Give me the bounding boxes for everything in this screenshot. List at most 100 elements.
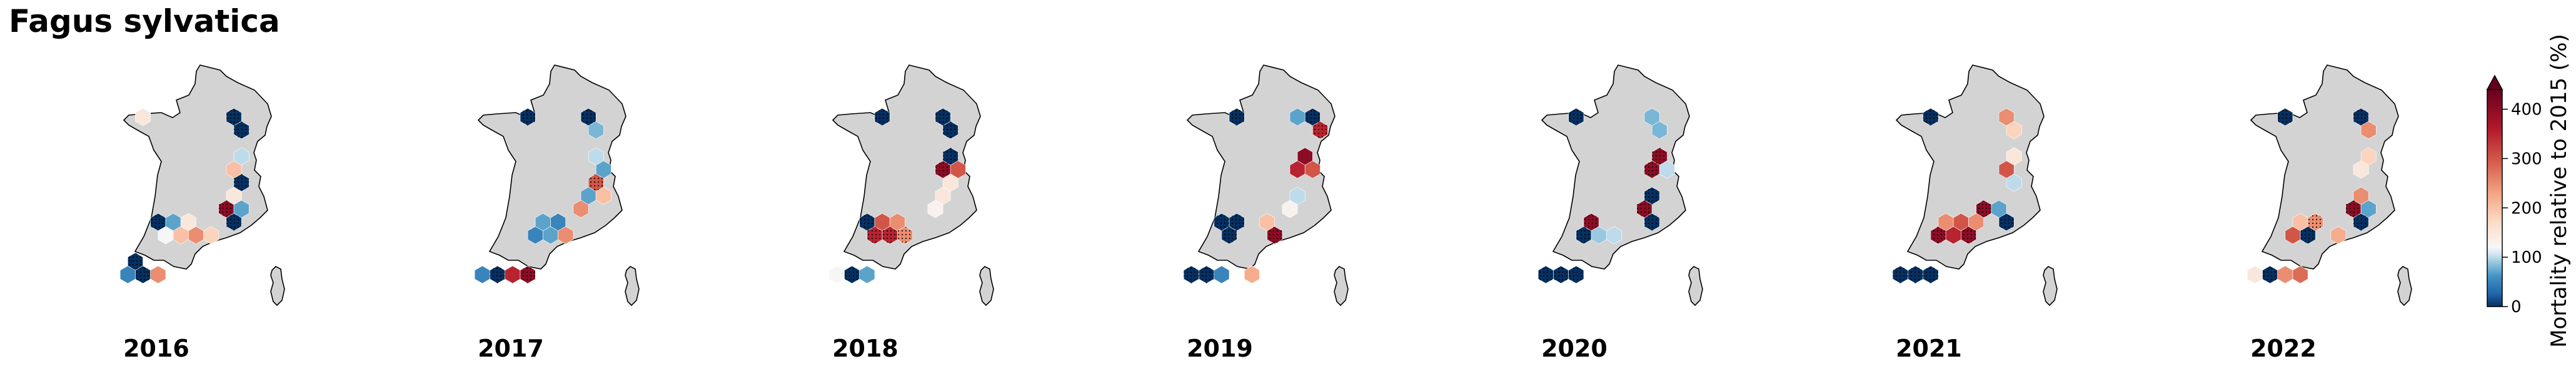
panel-2018: 2018	[828, 64, 994, 362]
significance-hatch	[882, 226, 898, 244]
significance-hatch	[2308, 213, 2323, 231]
panel-year-label: 2021	[1896, 335, 1962, 362]
hexbin-cell	[2353, 160, 2369, 179]
significance-hatch	[1568, 266, 1584, 283]
significance-hatch	[2300, 226, 2316, 244]
hexbin-cell	[927, 200, 943, 218]
significance-hatch	[1644, 213, 1660, 231]
significance-hatch	[1184, 266, 1199, 283]
panel-year-label: 2020	[1541, 335, 1607, 362]
corsica-map	[2043, 266, 2058, 306]
hexbin-cell	[2360, 121, 2377, 140]
panel-2020: 2020	[1537, 64, 1703, 362]
significance-hatch	[520, 266, 536, 283]
hexbin-cell	[1606, 226, 1622, 245]
significance-hatch	[1961, 226, 1976, 244]
hexbin-cell	[1214, 265, 1230, 284]
hexbin-cell	[203, 226, 219, 245]
significance-hatch	[234, 121, 249, 139]
hexbin-layer	[2246, 108, 2377, 284]
significance-hatch	[1923, 266, 1938, 283]
hexbin-cell	[595, 186, 611, 205]
significance-hatch	[844, 266, 860, 283]
colorbar-gradient	[2487, 89, 2503, 307]
significance-hatch	[135, 266, 151, 283]
hexbin-cell	[2292, 265, 2308, 284]
significance-hatch	[581, 108, 596, 126]
hexbin-cell	[573, 200, 589, 218]
panel-2022: 2022	[2246, 64, 2412, 362]
hexbin-cell	[1651, 121, 1668, 140]
panel-2017: 2017	[474, 64, 640, 362]
hexbin-cell	[588, 121, 604, 140]
significance-hatch	[943, 121, 958, 139]
significance-hatch	[1214, 213, 1229, 231]
significance-hatch	[2345, 200, 2362, 218]
colorbar-tick-label: 400	[2511, 101, 2542, 119]
panel-2021: 2021	[1892, 64, 2058, 362]
significance-hatch	[1652, 148, 1668, 165]
significance-hatch	[226, 108, 242, 126]
hexbin-cell	[859, 265, 875, 284]
hexbin-cell	[135, 108, 151, 126]
panel-year-label: 2019	[1187, 335, 1253, 362]
significance-hatch	[1584, 213, 1599, 231]
significance-hatch	[1221, 226, 1237, 244]
significance-hatch	[2353, 213, 2369, 231]
corsica-map	[2397, 266, 2412, 306]
colorbar-label: Mortality relative to 2015 (%)	[2547, 34, 2572, 348]
hexbin-layer	[119, 108, 249, 284]
hexbin-cell	[828, 265, 845, 284]
significance-hatch	[1930, 226, 1946, 244]
significance-hatch	[1644, 161, 1660, 178]
corsica-map	[625, 266, 640, 306]
panel-2016: 2016	[119, 64, 285, 362]
significance-hatch	[935, 161, 951, 178]
colorbar-tick-label: 100	[2511, 248, 2542, 267]
significance-hatch	[1267, 226, 1282, 244]
significance-hatch	[234, 174, 249, 191]
hexbin-cell	[558, 226, 574, 245]
hexbin-cell	[1659, 160, 1675, 179]
significance-hatch	[1576, 226, 1592, 244]
corsica-map	[1334, 266, 1349, 306]
france-map	[2250, 64, 2399, 270]
colorbar-tick-label: 200	[2511, 199, 2542, 218]
corsica-map	[1688, 266, 1703, 306]
colorbar-tick-label: 0	[2511, 298, 2522, 317]
hexbin-layer	[1892, 108, 2022, 284]
significance-hatch	[1553, 266, 1569, 283]
significance-hatch	[1644, 187, 1660, 205]
panel-2019: 2019	[1183, 64, 1349, 362]
panel-year-label: 2016	[123, 335, 189, 362]
panel-year-label: 2018	[832, 335, 898, 362]
corsica-map	[979, 266, 994, 306]
significance-hatch	[1999, 213, 2015, 231]
hexbin-cell	[2006, 121, 2022, 140]
hexbin-cell	[2006, 173, 2022, 192]
hexbin-layer	[474, 108, 611, 284]
colorbar: 0 100 200 300 400 Mortality relative to 2015…	[2486, 34, 2572, 348]
hexbin-layer	[1183, 108, 1328, 284]
hexbin-cell	[2246, 265, 2263, 284]
significance-hatch	[1976, 200, 1991, 218]
colorbar-extend-max-triangle	[2486, 74, 2503, 90]
significance-hatch	[943, 148, 958, 165]
hexbin-cell	[1304, 160, 1321, 179]
hexbin-cell	[1282, 200, 1298, 218]
significance-hatch	[1923, 108, 1938, 126]
significance-hatch	[1538, 266, 1554, 283]
significance-hatch	[150, 213, 166, 231]
corsica-map	[270, 266, 285, 306]
significance-hatch	[1199, 266, 1214, 283]
significance-hatch	[128, 253, 143, 270]
significance-hatch	[1305, 108, 1321, 126]
significance-hatch	[218, 200, 234, 218]
significance-hatch	[2353, 108, 2369, 126]
significance-hatch	[1229, 108, 1245, 126]
significance-hatch	[1908, 266, 1923, 283]
hexbin-cell	[2330, 226, 2347, 245]
significance-hatch	[1229, 213, 1245, 231]
hexbin-cell	[1244, 265, 1260, 284]
hexbin-cell	[158, 226, 174, 245]
